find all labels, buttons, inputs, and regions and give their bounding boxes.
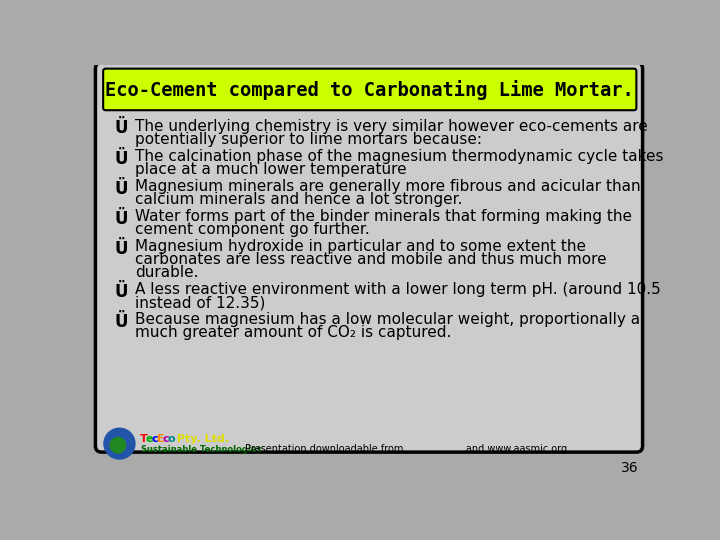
Text: Sustainable Technologies: Sustainable Technologies	[141, 444, 261, 454]
Text: Ü: Ü	[114, 119, 128, 138]
Text: durable.: durable.	[135, 265, 199, 280]
Text: Ü: Ü	[114, 150, 128, 167]
Text: calcium minerals and hence a lot stronger.: calcium minerals and hence a lot stronge…	[135, 192, 462, 207]
Text: instead of 12.35): instead of 12.35)	[135, 295, 266, 310]
Text: Eco-Cement compared to Carbonating Lime Mortar.: Eco-Cement compared to Carbonating Lime …	[105, 80, 634, 100]
Text: T: T	[140, 434, 148, 444]
Text: 36: 36	[621, 461, 639, 475]
Text: Water forms part of the binder minerals that forming making the: Water forms part of the binder minerals …	[135, 209, 632, 224]
Text: Ü: Ü	[114, 210, 128, 227]
Text: Pty. Ltd.: Pty. Ltd.	[173, 434, 229, 444]
Text: carbonates are less reactive and mobile and thus much more: carbonates are less reactive and mobile …	[135, 252, 606, 267]
Text: Because magnesium has a low molecular weight, proportionally a: Because magnesium has a low molecular we…	[135, 312, 640, 327]
Text: The calcination phase of the magnesium thermodynamic cycle takes: The calcination phase of the magnesium t…	[135, 148, 663, 164]
Text: c: c	[162, 434, 168, 444]
Text: E: E	[157, 434, 164, 444]
Text: e: e	[145, 434, 153, 444]
Text: Ü: Ü	[114, 179, 128, 198]
Text: cement component go further.: cement component go further.	[135, 222, 369, 237]
Circle shape	[110, 437, 126, 453]
Text: A less reactive environment with a lower long term pH. (around 10.5: A less reactive environment with a lower…	[135, 282, 661, 297]
Text: c: c	[151, 434, 158, 444]
Text: potentially superior to lime mortars because:: potentially superior to lime mortars bec…	[135, 132, 482, 147]
Text: Magnesium hydroxide in particular and to some extent the: Magnesium hydroxide in particular and to…	[135, 239, 586, 254]
Text: place at a much lower temperature: place at a much lower temperature	[135, 162, 407, 177]
Text: Ü: Ü	[114, 240, 128, 258]
Text: The underlying chemistry is very similar however eco-cements are: The underlying chemistry is very similar…	[135, 119, 648, 134]
Text: much greater amount of CO₂ is captured.: much greater amount of CO₂ is captured.	[135, 325, 451, 340]
Text: o: o	[168, 434, 175, 444]
Text: Ü: Ü	[114, 313, 128, 330]
FancyBboxPatch shape	[96, 63, 642, 452]
Circle shape	[104, 428, 135, 459]
FancyBboxPatch shape	[103, 69, 636, 110]
Text: Ü: Ü	[114, 283, 128, 301]
Text: Presentation downloadable from                    and www.aasmic.org: Presentation downloadable from and www.a…	[245, 444, 567, 454]
Text: Magnesium minerals are generally more fibrous and acicular than: Magnesium minerals are generally more fi…	[135, 179, 641, 194]
